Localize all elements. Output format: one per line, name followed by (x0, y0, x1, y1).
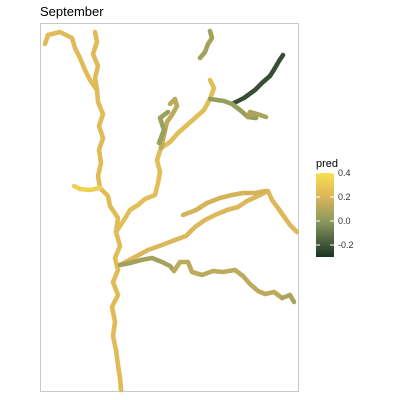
legend-tick-label: 0.4 (338, 168, 351, 178)
stream-east-branch (117, 188, 300, 268)
chart-title: September (40, 4, 104, 19)
stream-top-branch (197, 28, 215, 61)
stream-west-fork (90, 29, 101, 93)
legend-tick-label: -0.2 (338, 240, 354, 250)
legend-tick-label: 0.2 (338, 192, 351, 202)
stream-middle-east (180, 188, 269, 218)
plot-panel (40, 23, 299, 392)
legend-colorbar (316, 173, 334, 257)
stream-west-spur (71, 183, 103, 193)
stream-middle-branch (117, 255, 177, 274)
stream-northeast-spur (245, 109, 269, 120)
stream-network (42, 28, 300, 393)
stream-south-east-branch (171, 259, 285, 301)
stream-central-fork (113, 77, 217, 235)
legend-title: pred (316, 158, 338, 170)
stream-south-east-tip (279, 292, 297, 305)
stream-northeast-branch (229, 52, 286, 107)
stream-upper-left-branch (156, 109, 171, 146)
stream-main-stem (42, 29, 124, 393)
legend-ticks: 0.4 0.2 0.0 -0.2 (316, 168, 354, 250)
legend-tick-label: 0.0 (338, 216, 351, 226)
legend: pred 0.4 0.2 0.0 -0.2 (316, 158, 354, 257)
